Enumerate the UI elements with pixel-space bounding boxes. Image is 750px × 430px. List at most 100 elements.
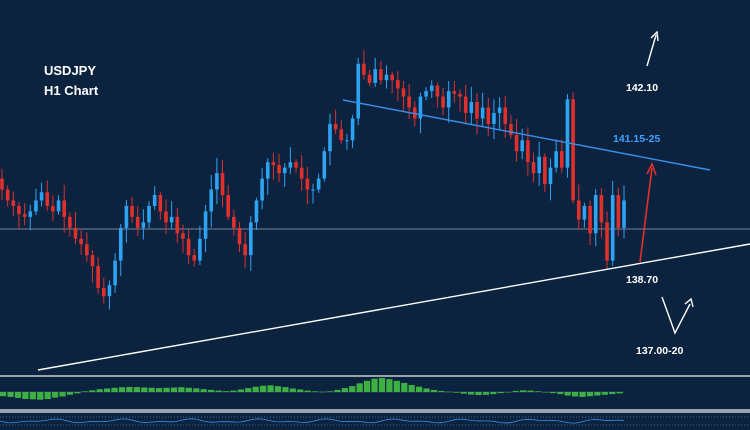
- candle-body: [514, 134, 519, 152]
- macd-bar: [609, 392, 616, 395]
- candle-body: [39, 192, 44, 201]
- candle-body: [565, 99, 570, 168]
- macd-bar: [601, 392, 608, 395]
- macd-bar: [334, 389, 341, 392]
- candle-body: [68, 216, 72, 228]
- candle-body: [339, 129, 344, 141]
- macd-bar: [564, 392, 571, 396]
- macd-bar: [52, 392, 59, 398]
- candle-body: [107, 285, 112, 297]
- macd-bar: [260, 385, 267, 392]
- candle-body: [299, 167, 304, 179]
- macd-bar: [319, 391, 326, 393]
- macd-bar: [267, 385, 274, 392]
- candle-body: [237, 227, 242, 245]
- candle-body: [350, 118, 355, 141]
- macd-bar: [475, 392, 482, 396]
- macd-bar: [326, 391, 334, 392]
- macd-bar: [453, 392, 460, 393]
- macd-bar: [527, 390, 534, 392]
- macd-bar: [445, 391, 452, 393]
- candle-body: [164, 211, 168, 223]
- candle-body: [605, 222, 609, 261]
- candle-body: [226, 195, 230, 217]
- macd-bar: [14, 392, 22, 398]
- candle-body: [90, 255, 95, 267]
- candle-body: [5, 189, 10, 201]
- candle-body: [492, 112, 496, 124]
- candle-body: [622, 200, 626, 228]
- macd-bar: [371, 378, 378, 392]
- candle-body: [610, 195, 615, 261]
- candle-body: [396, 80, 400, 89]
- macd-bar: [222, 391, 230, 392]
- candle-body: [576, 200, 581, 220]
- macd-bar: [89, 390, 96, 392]
- candle-body: [441, 96, 445, 108]
- candle-body: [73, 227, 78, 239]
- level-label-138-70: 138.70: [626, 274, 658, 286]
- arrow-down-up-icon: [661, 296, 694, 335]
- macd-bar: [237, 389, 244, 392]
- macd-bar: [215, 390, 222, 392]
- candle-body: [571, 99, 575, 201]
- candle-body: [407, 96, 411, 108]
- candle-body: [593, 195, 598, 234]
- macd-bar: [96, 389, 103, 392]
- macd-bar: [0, 392, 7, 397]
- macd-bar: [616, 392, 623, 394]
- candle-body: [265, 162, 270, 179]
- macd-bar: [594, 392, 601, 396]
- candle-body: [192, 255, 197, 261]
- candle-body: [379, 69, 383, 81]
- candle-body: [152, 195, 157, 206]
- candle-body: [288, 162, 293, 168]
- candle-body: [254, 200, 259, 223]
- macd-bar: [341, 388, 348, 392]
- candle-body: [486, 107, 491, 124]
- candle-body: [537, 156, 541, 174]
- macd-bar: [170, 387, 178, 392]
- macd-panel: [0, 375, 750, 411]
- macd-bar: [163, 387, 170, 392]
- candle-body: [424, 91, 428, 97]
- macd-bar: [7, 392, 14, 397]
- candle-body: [215, 173, 219, 190]
- candle-body: [169, 216, 174, 223]
- candle-body: [616, 195, 621, 228]
- candle-body: [45, 192, 50, 206]
- macd-bar: [408, 385, 415, 392]
- macd-bar: [482, 392, 490, 395]
- macd-bar: [378, 378, 386, 392]
- macd-bar: [111, 387, 118, 392]
- candle-body: [367, 74, 372, 83]
- macd-bar: [148, 387, 155, 392]
- candle-body: [401, 88, 406, 97]
- macd-bar: [438, 390, 445, 392]
- macd-bar: [468, 392, 475, 395]
- candle-body: [209, 189, 214, 212]
- candle-body: [311, 189, 315, 191]
- macd-bar: [386, 379, 393, 392]
- candle-body: [96, 266, 100, 288]
- candle-body: [243, 244, 247, 256]
- macd-bar: [282, 387, 289, 392]
- candle-body: [463, 96, 468, 113]
- candle-body: [62, 200, 66, 217]
- candle-body: [446, 91, 451, 108]
- candle-body: [543, 156, 547, 185]
- candle-body: [186, 238, 191, 256]
- macd-bar: [37, 392, 44, 400]
- candle-body: [232, 216, 236, 228]
- candle-body: [480, 107, 485, 119]
- macd-bar: [252, 386, 259, 392]
- candle-body: [294, 162, 298, 168]
- macd-bar: [312, 391, 319, 392]
- candle-body: [11, 200, 16, 206]
- resistance-trendline: [342, 99, 711, 171]
- candle-body: [141, 222, 146, 228]
- candle-body: [531, 162, 536, 174]
- candle-body: [271, 162, 276, 165]
- candle-body: [384, 74, 389, 81]
